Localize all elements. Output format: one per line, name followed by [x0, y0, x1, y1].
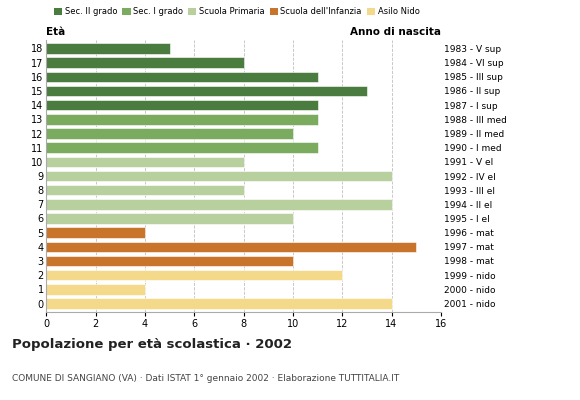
Bar — [46, 213, 293, 224]
Text: Anno di nascita: Anno di nascita — [350, 27, 441, 37]
Bar — [46, 227, 145, 238]
Bar — [46, 86, 367, 96]
Text: COMUNE DI SANGIANO (VA) · Dati ISTAT 1° gennaio 2002 · Elaborazione TUTTITALIA.I: COMUNE DI SANGIANO (VA) · Dati ISTAT 1° … — [12, 374, 399, 383]
Bar — [46, 185, 244, 196]
Bar — [46, 128, 293, 139]
Bar — [46, 142, 318, 153]
Bar — [46, 72, 318, 82]
Bar — [46, 171, 392, 181]
Text: Età: Età — [46, 27, 66, 37]
Bar — [46, 256, 293, 266]
Bar — [46, 43, 169, 54]
Bar — [46, 57, 244, 68]
Bar — [46, 298, 392, 309]
Bar — [46, 156, 244, 167]
Bar — [46, 270, 342, 280]
Bar — [46, 242, 416, 252]
Text: Popolazione per età scolastica · 2002: Popolazione per età scolastica · 2002 — [12, 338, 292, 351]
Bar — [46, 100, 318, 110]
Legend: Sec. II grado, Sec. I grado, Scuola Primaria, Scuola dell'Infanzia, Asilo Nido: Sec. II grado, Sec. I grado, Scuola Prim… — [50, 4, 423, 20]
Bar — [46, 199, 392, 210]
Bar — [46, 284, 145, 295]
Bar — [46, 114, 318, 125]
